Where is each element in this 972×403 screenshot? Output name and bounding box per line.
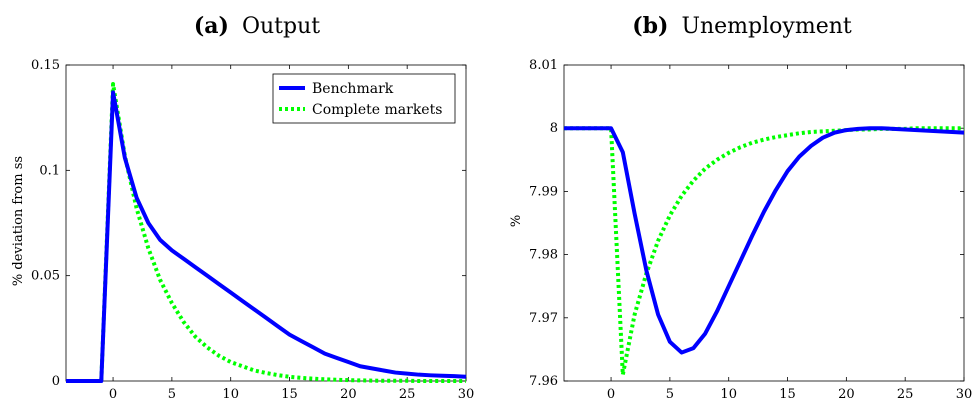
panel-a-series-complete-markets-line [66,81,466,383]
panel-a-title-text: Output [242,14,320,39]
panel-b-title: (b) Unemployment [632,13,852,39]
panel-b-xtick-label: 0 [607,387,615,402]
panel-b-ytick-label: 7.99 [529,184,558,199]
panel-b-xtick-label: 10 [720,387,737,402]
panel-a-xtick-label: 30 [458,387,475,402]
panel-a-xtick-label: 5 [168,387,176,402]
panel-a-ytick-label: 0.05 [31,269,60,284]
panel-b-xtick-label: 30 [956,387,972,402]
panel-a-xtick-label: 0 [109,387,117,402]
legend: Benchmark Complete markets [272,73,456,124]
panel-b-title-text: Unemployment [681,14,851,39]
panel-b-xtick-label: 5 [666,387,674,402]
panel-a-ytick-label: 0.15 [31,58,60,73]
panel-a-xtick-label: 20 [340,387,357,402]
panel-a-series-benchmark-line [66,90,467,383]
panel-b-ytick-label: 7.98 [529,248,558,263]
panel-a: 0 5 10 15 20 25 30 0 0.05 0.1 0.15 [31,58,474,402]
panel-b-ytick-label: 7.97 [529,311,558,326]
panel-b-series-benchmark-line [564,126,965,355]
panel-b-ylabel: % [509,215,524,227]
panel-b-label: (b) [632,13,668,39]
panel-b-ytick-label: 7.96 [529,374,558,389]
legend-box [272,73,456,124]
panel-b: 0 5 10 15 20 25 30 7.96 7.97 7.98 7.99 8 8.01 [529,58,972,402]
panel-a-title: (a) Output [194,13,320,39]
panel-a-label: (a) [194,13,229,39]
panel-b-xtick-label: 20 [838,387,855,402]
legend-label-benchmark: Benchmark [312,81,394,97]
panel-b-ytick-label: 8 [550,121,558,136]
panel-a-xtick-label: 15 [281,387,298,402]
panel-a-ytick-label: 0 [52,374,60,389]
panel-b-ytick-label: 8.01 [529,58,558,73]
panel-a-xtick-label: 10 [222,387,239,402]
panel-b-xtick-label: 25 [897,387,914,402]
legend-label-complete-markets: Complete markets [312,102,442,118]
panel-a-xtick-label: 25 [399,387,416,402]
panel-b-xtick-label: 15 [779,387,796,402]
panel-a-ytick-label: 0.1 [39,163,60,178]
panel-a-axes-box [65,64,467,382]
panel-b-axes-box [563,64,965,382]
panel-a-ylabel: % deviation from ss [11,156,26,286]
